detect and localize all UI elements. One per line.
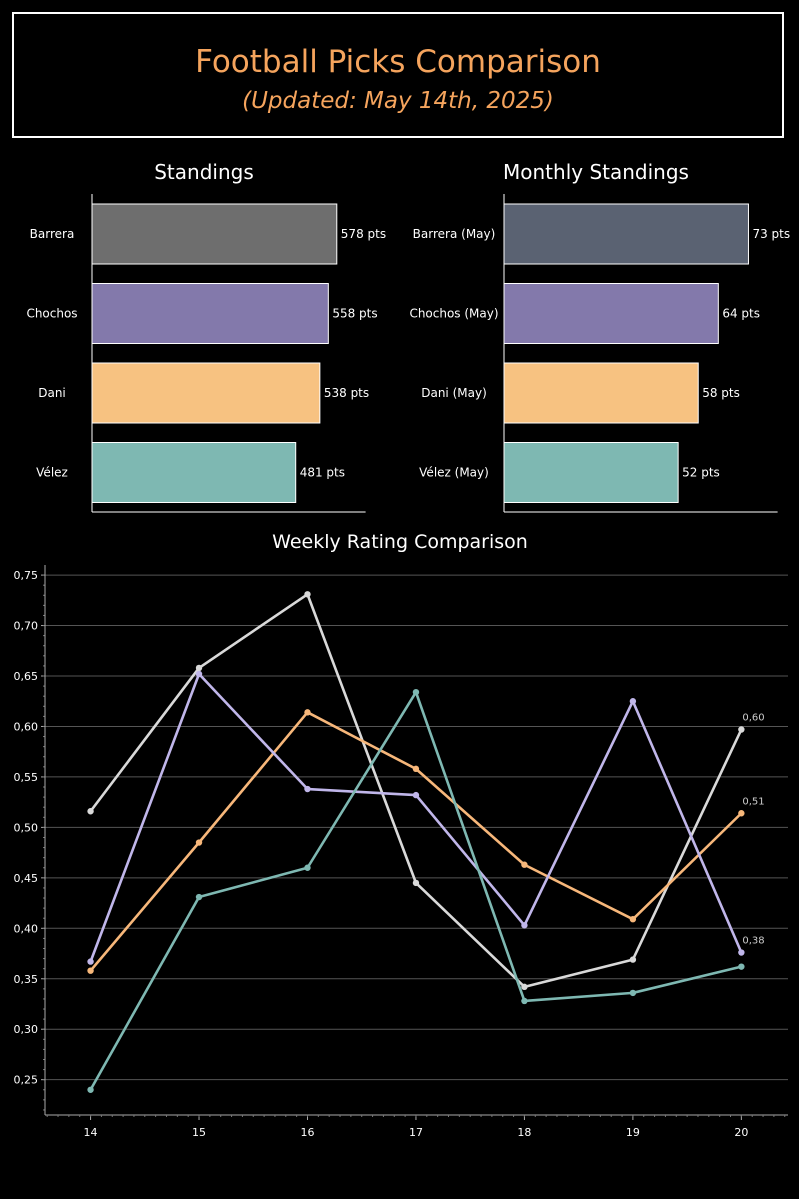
y-tick-label-3: 0,40 (14, 922, 39, 935)
series-0-point-5 (629, 956, 637, 963)
series-1-end-label: 0,51 (742, 796, 764, 807)
chart0-value-label-1: 558 pts (332, 307, 377, 321)
series-1-point-6 (738, 810, 745, 817)
y-tick-label-2: 0,35 (14, 973, 39, 986)
weekly-rating-chart: Weekly Rating Comparison 0,25 0,30 0,35 0,4… (14, 531, 788, 1139)
chart0-category-label-0: Barrera (30, 227, 75, 241)
chart1-value-label-0: 73 pts (752, 227, 790, 241)
series-2-point-6 (738, 949, 745, 956)
chart1-category-label-3: Vélez (May) (419, 466, 489, 480)
y-tick-label-9: 0,70 (14, 620, 39, 633)
series-0-point-3 (412, 879, 420, 887)
series-1-point-0 (87, 967, 94, 974)
series-0-point-6 (738, 726, 745, 733)
chart0-value-label-2: 538 pts (324, 386, 369, 400)
y-tick-label-0: 0,25 (14, 1074, 39, 1087)
series-0-point-0 (87, 808, 94, 815)
x-tick-label-2: 16 (300, 1126, 314, 1139)
series-2-end-label: 0,38 (742, 936, 764, 947)
series-3-point-3 (412, 688, 420, 696)
series-3-point-1 (195, 893, 203, 901)
y-tick-label-5: 0,50 (14, 821, 39, 834)
x-tick-label-0: 14 (84, 1126, 98, 1139)
series-1-point-1 (195, 839, 203, 846)
series-2-point-2 (304, 785, 311, 793)
x-tick-label-4: 18 (517, 1126, 531, 1139)
chart1-bar-2 (503, 362, 699, 424)
chart0-bar-0 (91, 203, 338, 265)
series-2-point-3 (412, 791, 420, 799)
series-2-point-1 (195, 670, 203, 678)
chart1-value-label-1: 64 pts (722, 307, 760, 321)
chart0-bar-1 (91, 283, 329, 344)
chart0-category-label-2: Dani (38, 386, 66, 400)
series-0-point-2 (304, 591, 311, 598)
series-line-3 (89, 690, 742, 1091)
standings-chart: Standings Barrera 578 pts Chochos 558 pts Da… (26, 160, 386, 513)
chart1-bar-1 (503, 283, 719, 344)
chart1-category-label-0: Barrera (May) (413, 227, 496, 241)
series-line-1 (89, 711, 743, 972)
chart0-category-label-1: Chochos (26, 307, 77, 321)
series-0-point-4 (521, 983, 528, 991)
weekly-rating-title: Weekly Rating Comparison (272, 531, 528, 553)
chart1-bar-0 (503, 203, 749, 265)
page-subtitle: (Updated: May 14th, 2025) (242, 88, 554, 114)
series-1-point-5 (629, 916, 637, 923)
y-tick-label-1: 0,30 (14, 1023, 39, 1036)
chart0-value-label-3: 481 pts (300, 466, 345, 480)
monthly-standings-title: Monthly Standings (503, 160, 689, 184)
series-2-point-5 (629, 698, 637, 705)
chart1-value-label-2: 58 pts (702, 386, 740, 400)
series-2-point-4 (521, 922, 528, 929)
x-tick-label-1: 15 (192, 1126, 206, 1139)
y-tick-label-4: 0,45 (14, 872, 39, 885)
series-3-point-2 (304, 864, 311, 871)
series-1-point-3 (412, 765, 420, 773)
chart1-category-label-2: Dani (May) (421, 386, 487, 400)
monthly-standings-chart: Monthly Standings Barrera (May) 73 pts Cho… (409, 160, 790, 513)
chart0-value-label-0: 578 pts (341, 227, 386, 241)
series-0-point-1 (195, 664, 203, 672)
x-tick-label-5: 19 (626, 1126, 640, 1139)
series-3-point-5 (629, 989, 637, 997)
series-1-point-4 (521, 861, 528, 868)
x-tick-label-6: 20 (734, 1126, 748, 1139)
series-1-point-2 (304, 709, 311, 716)
y-tick-label-8: 0,65 (14, 670, 39, 683)
header-banner: Football Picks Comparison (Updated: May … (12, 12, 784, 138)
series-3-point-6 (738, 963, 745, 970)
series-0-end-label: 0,60 (742, 712, 764, 723)
series-3-point-4 (521, 997, 528, 1005)
chart0-category-label-3: Vélez (36, 466, 68, 480)
chart0-bar-2 (91, 362, 321, 424)
page-title: Football Picks Comparison (195, 44, 601, 80)
standings-title: Standings (154, 160, 254, 184)
chart1-category-label-1: Chochos (May) (409, 307, 498, 321)
series-3-point-0 (87, 1086, 94, 1093)
y-tick-label-6: 0,55 (14, 771, 39, 784)
y-tick-label-7: 0,60 (14, 720, 39, 733)
series-2-point-0 (87, 958, 94, 965)
chart1-value-label-3: 52 pts (682, 466, 720, 480)
y-tick-label-10: 0,75 (14, 569, 39, 582)
chart1-bar-3 (503, 442, 679, 503)
x-tick-label-3: 17 (409, 1126, 423, 1139)
chart0-bar-3 (91, 442, 297, 503)
